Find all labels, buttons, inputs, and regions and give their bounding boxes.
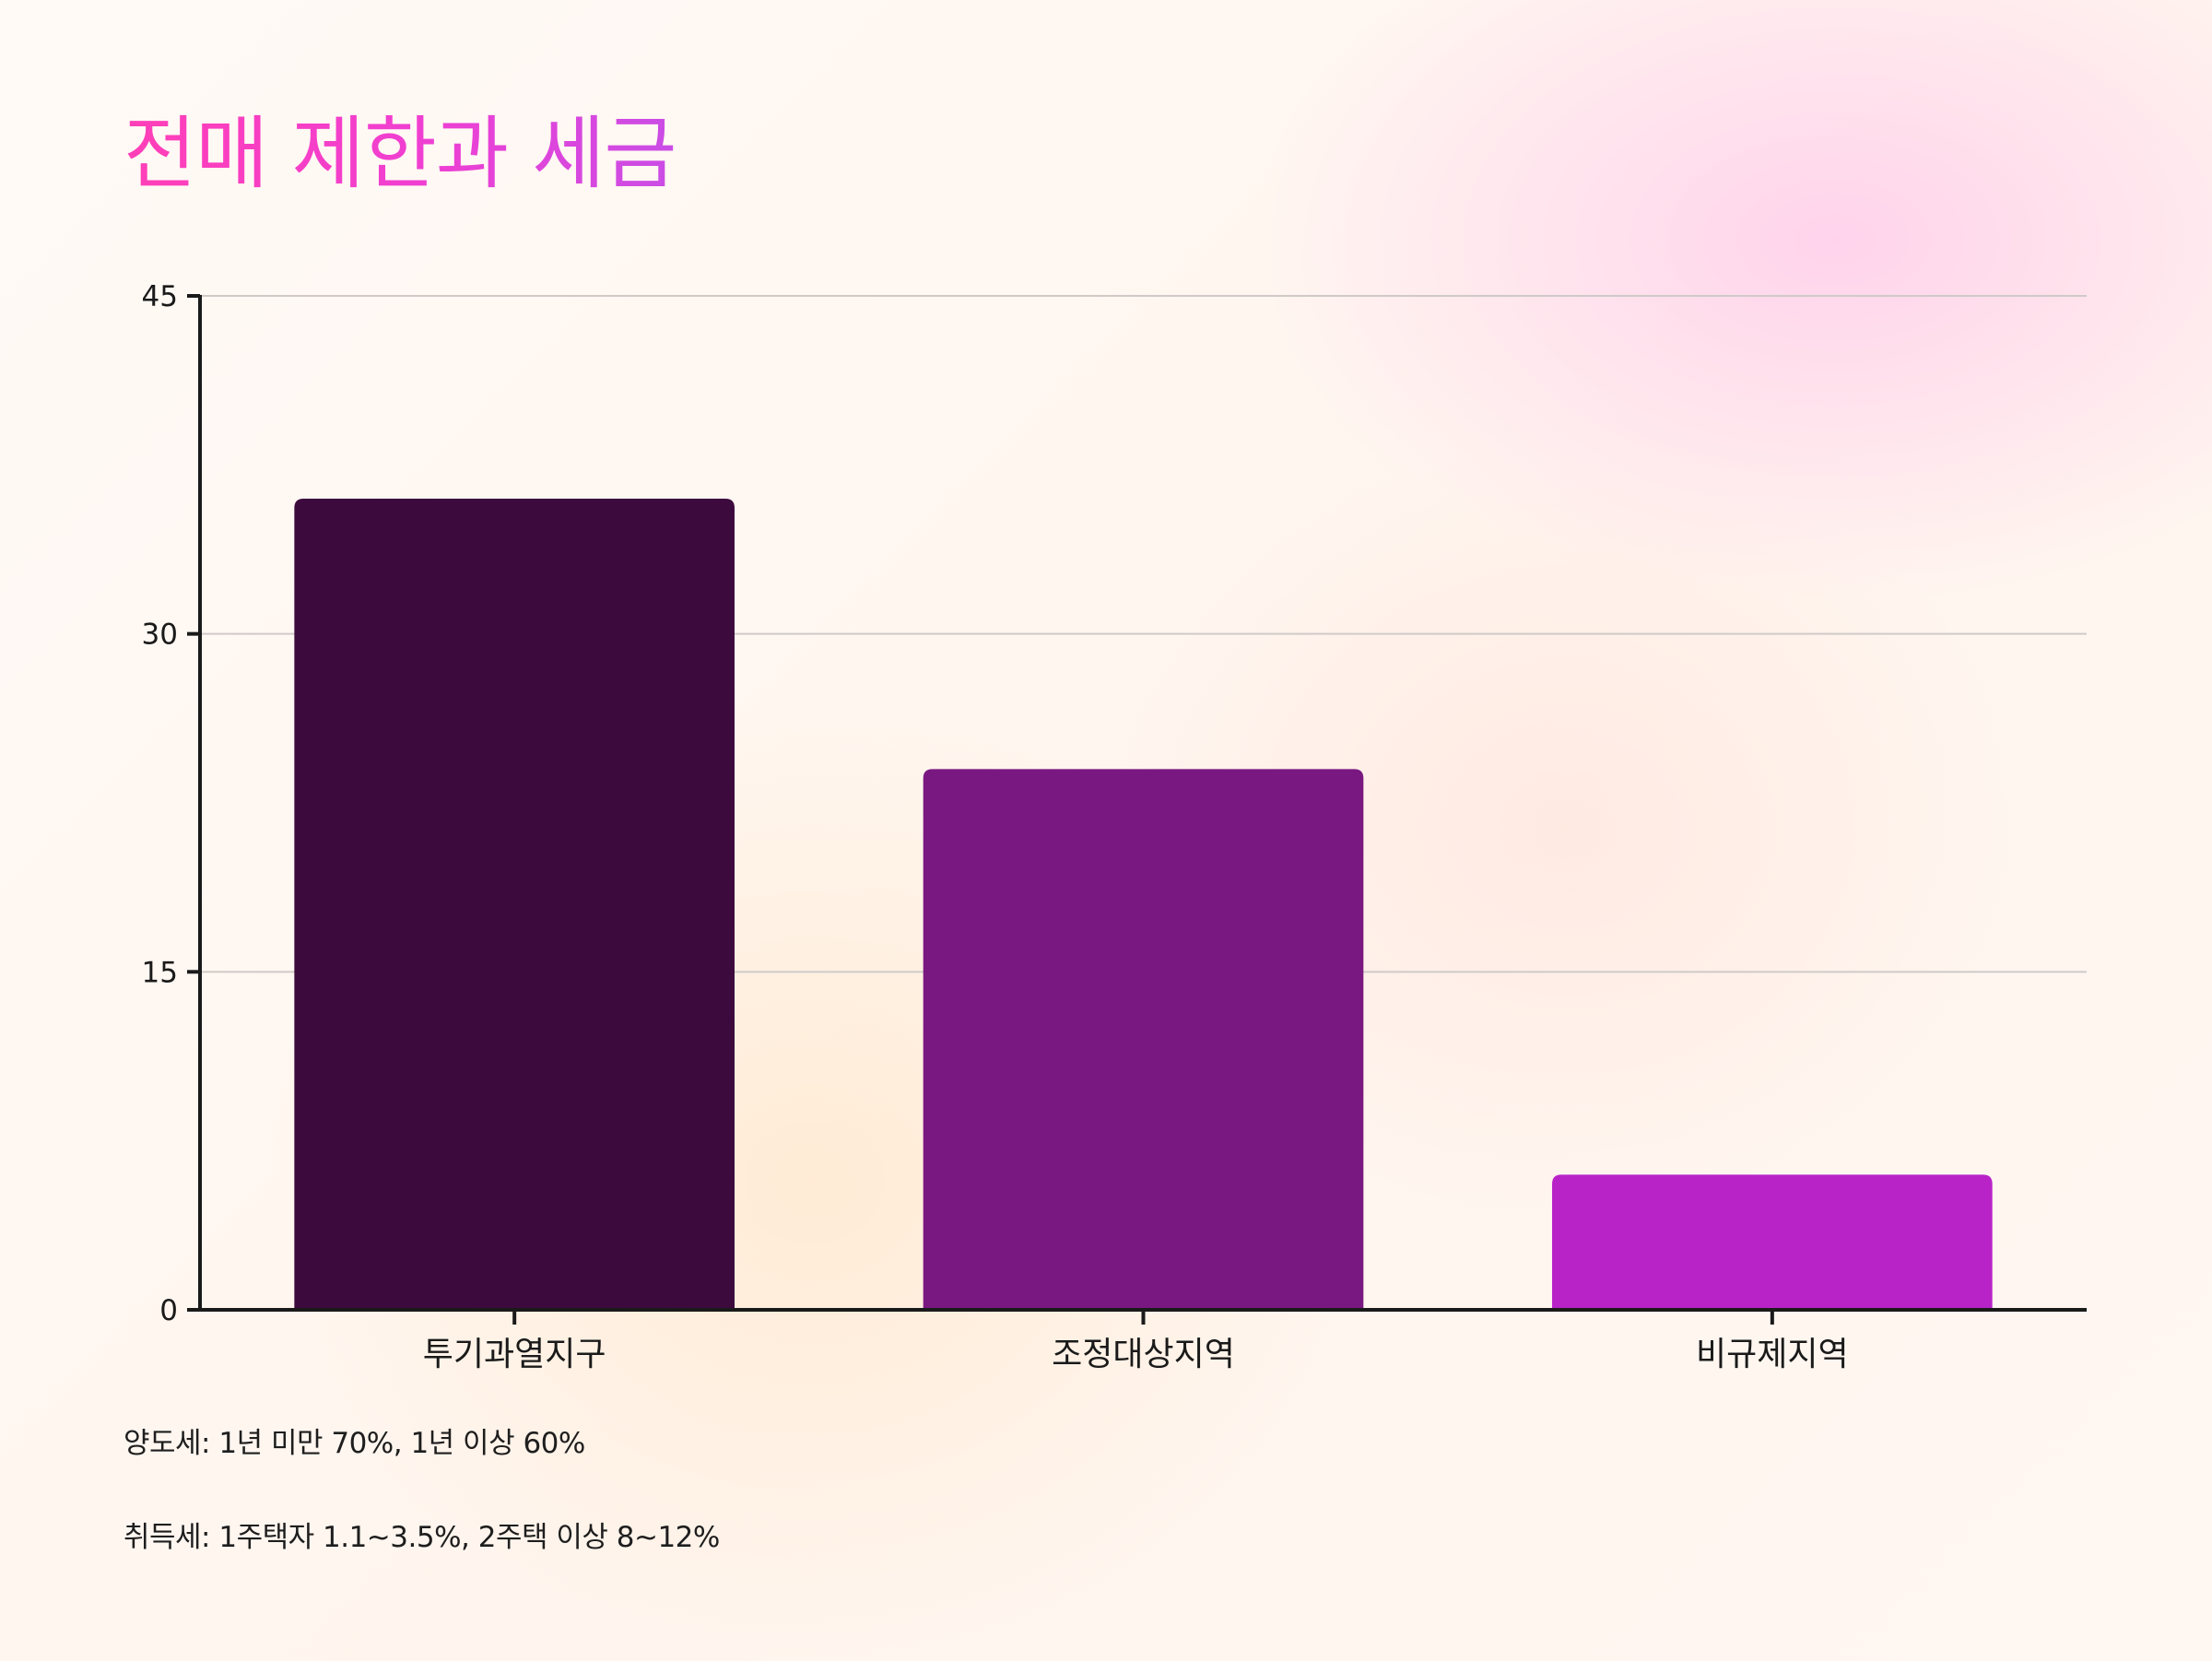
x-tick-label: 비규제지역 xyxy=(1696,1336,1849,1373)
x-tick-label: 조정대상지역 xyxy=(1052,1336,1235,1373)
y-tick-label: 15 xyxy=(142,956,178,989)
y-tick-label: 45 xyxy=(142,280,178,313)
bar xyxy=(294,499,735,1310)
bar xyxy=(1552,1174,1993,1310)
y-tick-label: 30 xyxy=(142,618,178,652)
x-ticks: 투기과열지구 조정대상지역 비규제지역 xyxy=(423,1310,1849,1373)
bar xyxy=(923,769,1364,1310)
chart-title: 전매 제한과 세금 xyxy=(124,88,677,204)
y-ticks: 0 15 30 45 xyxy=(142,280,200,1327)
y-tick-label: 0 xyxy=(159,1294,178,1327)
x-tick-label: 투기과열지구 xyxy=(423,1336,606,1373)
capital-gains-tax-note: 양도세: 1년 미만 70%, 1년 이상 60% xyxy=(124,1427,585,1460)
bars xyxy=(294,499,1993,1310)
acquisition-tax-note: 취득세: 1주택자 1.1~3.5%, 2주택 이상 8~12% xyxy=(124,1521,720,1554)
